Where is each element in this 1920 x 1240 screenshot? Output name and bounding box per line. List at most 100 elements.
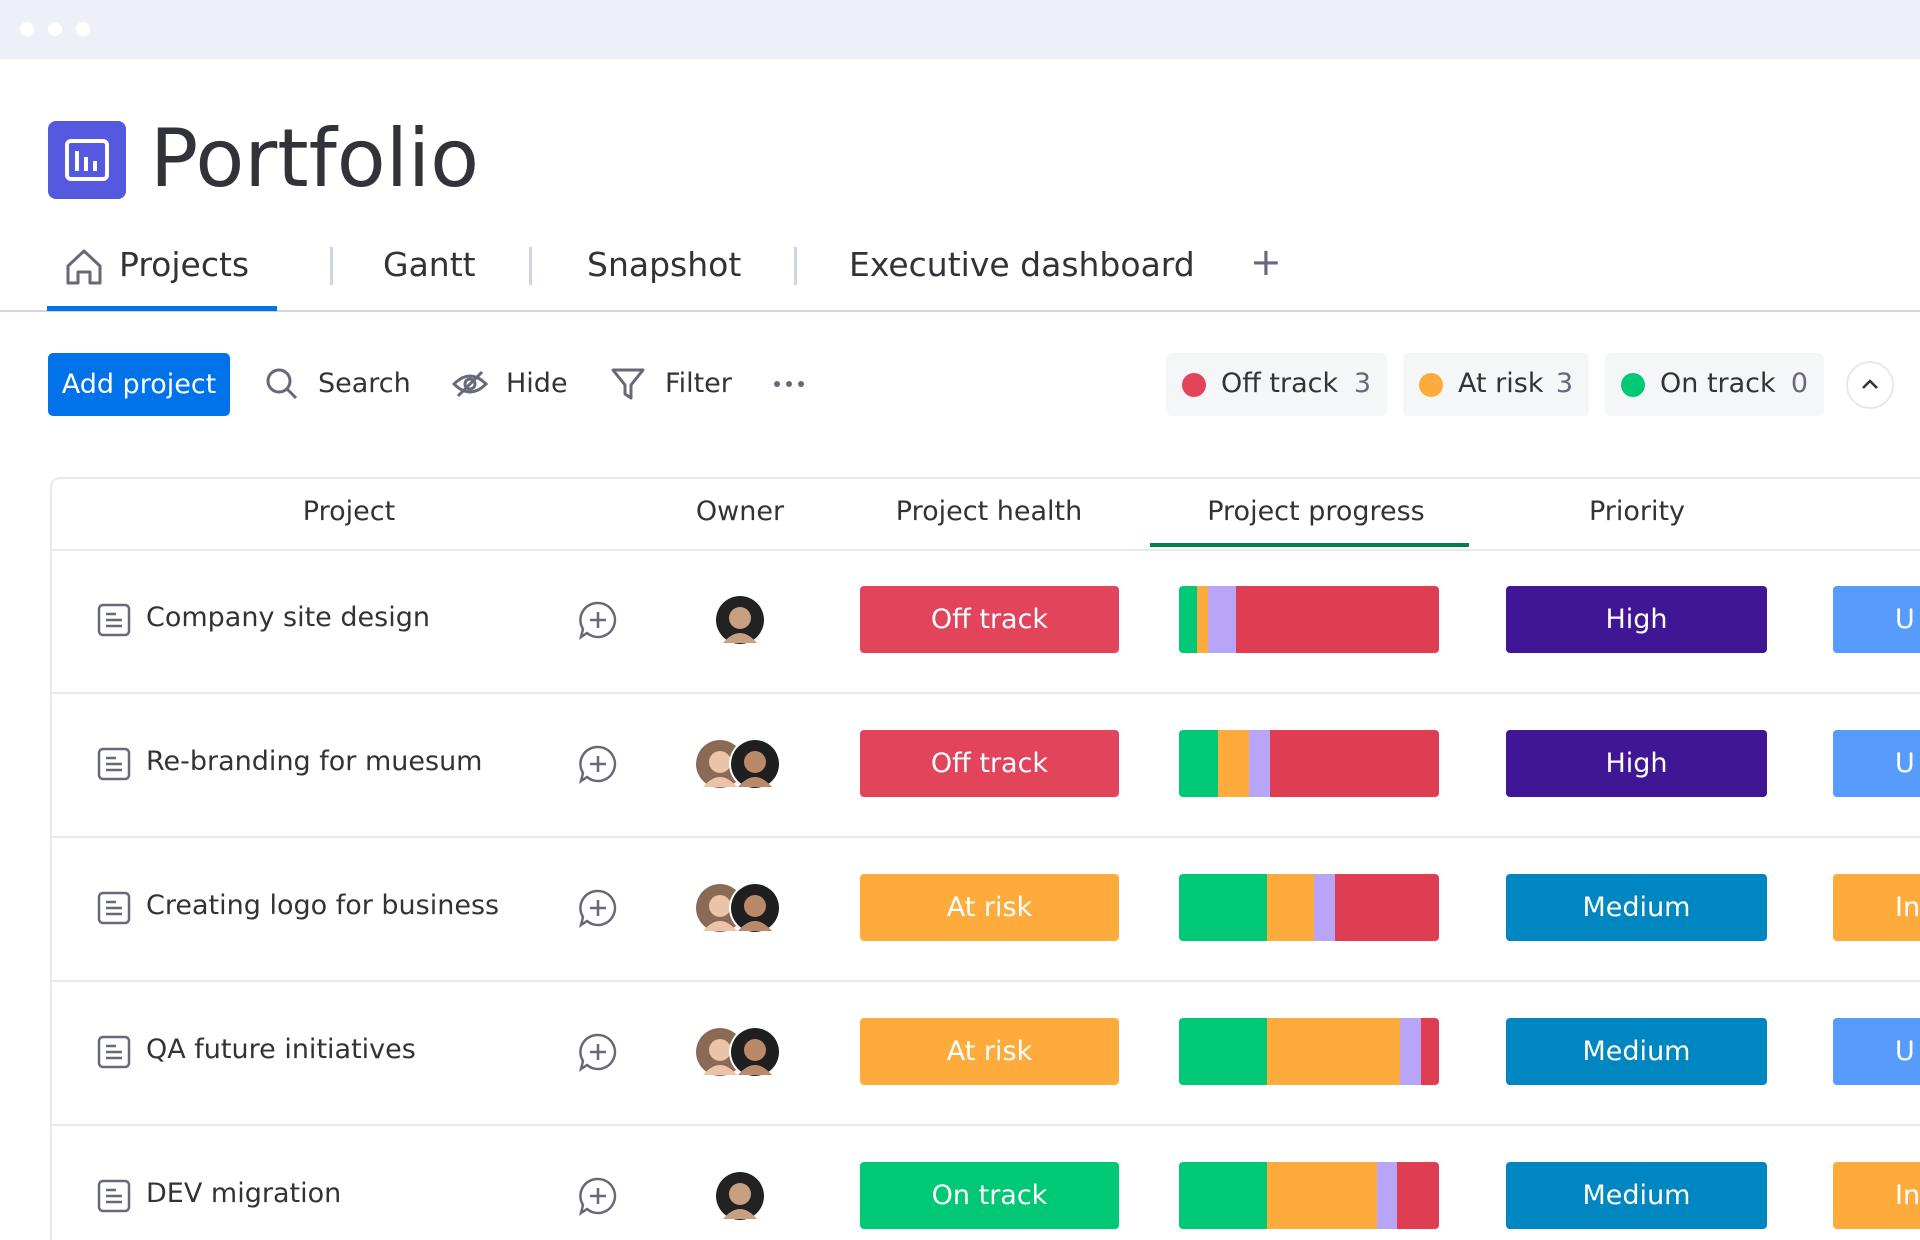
filter-button[interactable]: Filter: [665, 368, 732, 399]
home-icon: [66, 249, 102, 285]
status-label[interactable]: High: [1506, 586, 1767, 653]
item-icon: [97, 603, 131, 641]
search-button[interactable]: Search: [318, 368, 411, 399]
progress-segment: [1420, 1017, 1439, 1085]
owner-avatar: [693, 1025, 783, 1083]
update-icon: [578, 1176, 618, 1220]
search-icon: [266, 368, 298, 400]
item-icon: [97, 1035, 131, 1073]
status-dot: [1621, 373, 1645, 397]
status-label[interactable]: Medium: [1506, 1017, 1767, 1085]
partial-label: U: [1833, 729, 1920, 797]
owner-avatar: [710, 593, 770, 651]
status-label[interactable]: Medium: [1506, 1161, 1767, 1229]
more-icon[interactable]: [772, 376, 808, 392]
progress-segment: [1236, 586, 1439, 653]
progress-segment: [1207, 586, 1237, 653]
status-label[interactable]: On track: [860, 1161, 1119, 1229]
progress-bar: [1179, 1017, 1439, 1085]
progress-segment: [1179, 1161, 1268, 1229]
partial-label: U: [1833, 586, 1920, 653]
progress-segment: [1399, 1017, 1421, 1085]
status-label[interactable]: Medium: [1506, 873, 1767, 941]
owner-avatar: [710, 1169, 770, 1227]
progress-segment: [1397, 1161, 1439, 1229]
column-header: Project health: [895, 496, 1083, 527]
column-header: Priority: [1588, 496, 1686, 527]
window-dots: [20, 22, 90, 36]
tab[interactable]: Gantt: [383, 245, 476, 284]
partial-label: U: [1833, 1017, 1920, 1085]
update-icon: [578, 744, 618, 788]
status-label[interactable]: Off track: [860, 729, 1119, 797]
status-label: At risk: [1458, 368, 1544, 399]
progress-segment: [1218, 729, 1250, 797]
progress-segment: [1334, 873, 1439, 941]
status-label[interactable]: At risk: [860, 1017, 1119, 1085]
header-divider: [51, 549, 1920, 551]
progress-segment: [1179, 729, 1218, 797]
separator: [330, 247, 333, 285]
update-icon: [578, 1032, 618, 1076]
status-label[interactable]: At risk: [860, 873, 1119, 941]
add-project-button[interactable]: Add project: [48, 353, 230, 416]
progress-segment: [1179, 1017, 1268, 1085]
hide-button[interactable]: Hide: [506, 368, 568, 399]
collapse-button[interactable]: [1845, 360, 1895, 410]
status-count: 3: [1353, 368, 1371, 399]
column-header: Owner: [695, 496, 785, 527]
status-dot: [1182, 373, 1206, 397]
table: [50, 477, 1920, 1240]
status-label[interactable]: High: [1506, 729, 1767, 797]
separator: [794, 247, 797, 285]
progress-segment: [1249, 729, 1270, 797]
project-name[interactable]: QA future initiatives: [146, 1033, 416, 1065]
project-name[interactable]: Creating logo for business: [146, 889, 500, 921]
active-tab-underline: [47, 306, 277, 311]
tab-divider: [0, 310, 1920, 312]
portfolio-logo: [48, 121, 126, 199]
item-icon: [97, 891, 131, 929]
window-bar: [0, 0, 1920, 59]
progress-bar: [1179, 1161, 1439, 1229]
progress-segment: [1197, 586, 1208, 653]
project-name[interactable]: DEV migration: [146, 1177, 342, 1209]
status-count: 0: [1790, 368, 1808, 399]
page-title: Portfolio: [150, 112, 480, 205]
row-divider: [51, 1123, 1920, 1126]
progress-segment: [1314, 873, 1335, 941]
separator: [529, 247, 532, 285]
status-pill[interactable]: At risk 3: [1403, 353, 1589, 416]
row-divider: [51, 691, 1920, 694]
status-label: Off track: [1221, 368, 1339, 399]
progress-segment: [1376, 1161, 1398, 1229]
project-name[interactable]: Company site design: [146, 602, 430, 633]
tab[interactable]: Snapshot: [587, 245, 742, 284]
update-icon: [578, 888, 618, 932]
progress-bar: [1179, 729, 1439, 797]
tab[interactable]: Projects: [119, 245, 250, 284]
sort-underline: [1150, 543, 1469, 547]
row-divider: [51, 979, 1920, 982]
status-dot: [1419, 373, 1443, 397]
owner-avatar: [693, 737, 783, 795]
status-pill[interactable]: Off track 3: [1166, 353, 1387, 416]
tab[interactable]: Executive dashboard: [849, 245, 1195, 284]
status-label[interactable]: Off track: [860, 586, 1119, 653]
hide-icon: [452, 370, 488, 398]
progress-segment: [1179, 586, 1198, 653]
progress-segment: [1267, 1161, 1377, 1229]
progress-bar: [1179, 873, 1439, 941]
status-label: On track: [1660, 368, 1776, 399]
progress-bar: [1179, 586, 1439, 653]
owner-avatar: [693, 881, 783, 939]
add-tab[interactable]: +: [1250, 240, 1282, 284]
status-pill[interactable]: On track 0: [1605, 353, 1824, 416]
filter-icon: [611, 368, 645, 400]
progress-segment: [1267, 1017, 1400, 1085]
update-icon: [578, 600, 618, 644]
project-name[interactable]: Re-branding for muesum: [146, 745, 483, 777]
progress-segment: [1269, 729, 1439, 797]
row-divider: [51, 835, 1920, 838]
